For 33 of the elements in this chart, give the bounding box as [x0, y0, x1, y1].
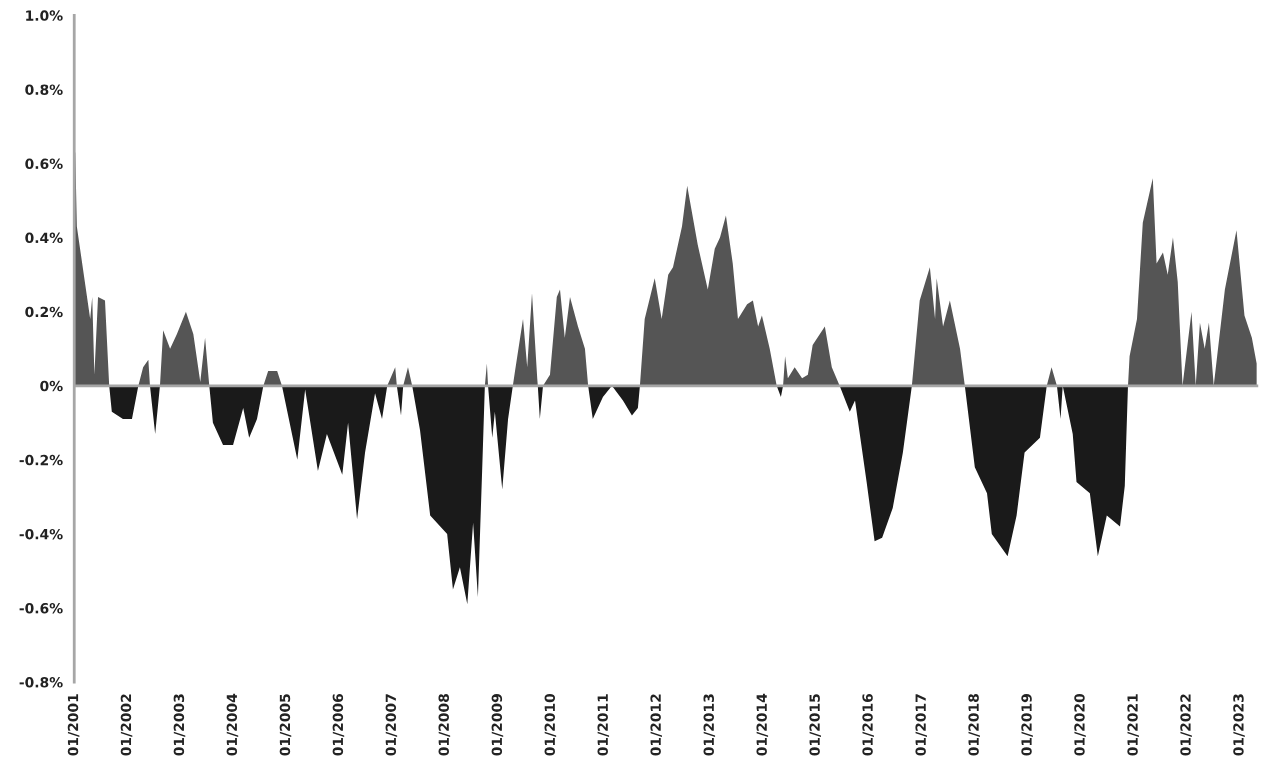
- x-tick-label: 01/2014: [756, 693, 769, 756]
- y-tick-label: -0.2%: [19, 454, 63, 466]
- x-tick-label: 01/2007: [385, 694, 398, 756]
- x-tick-label: 01/2004: [226, 693, 239, 756]
- x-tick-label: 01/2021: [1127, 694, 1139, 756]
- x-tick-label: 01/2018: [968, 694, 980, 756]
- x-tick-label: 01/2003: [173, 694, 186, 756]
- x-tick-label: 01/2015: [809, 694, 821, 756]
- x-tick-label: 01/2008: [438, 694, 451, 756]
- y-tick-label: -0.8%: [19, 677, 63, 688]
- x-tick-label: 01/2017: [915, 694, 927, 756]
- x-tick-label: 01/2016: [862, 693, 874, 756]
- x-tick-label: 01/2010: [544, 693, 557, 756]
- x-tick-label: 01/2022: [1180, 694, 1192, 756]
- x-tick-label: 01/2011: [597, 694, 610, 756]
- y-tick-label: 0.2%: [25, 306, 63, 318]
- y-tick-label: 0.8%: [25, 84, 63, 95]
- x-tick-label: 01/2001: [67, 694, 80, 756]
- x-tick-label: 01/2012: [650, 694, 663, 756]
- x-tick-label: 01/2009: [491, 694, 504, 756]
- y-tick-label: 0.4%: [25, 232, 63, 244]
- x-tick-label: 01/2005: [279, 694, 292, 756]
- y-tick-label: 0.6%: [25, 158, 63, 170]
- x-tick-label: 01/2006: [332, 693, 345, 756]
- x-tick-label: 01/2023: [1233, 694, 1245, 756]
- x-tick-label: 01/2002: [120, 694, 133, 756]
- y-tick-label: 1.0%: [26, 10, 63, 21]
- y-tick-label: 0%: [40, 380, 63, 392]
- x-tick-label: 01/2019: [1021, 694, 1033, 756]
- x-tick-label: 01/2020: [1074, 693, 1086, 756]
- x-tick-label: 01/2013: [703, 694, 716, 756]
- y-tick-label: -0.6%: [19, 602, 63, 614]
- y-tick-label: -0.4%: [19, 528, 63, 540]
